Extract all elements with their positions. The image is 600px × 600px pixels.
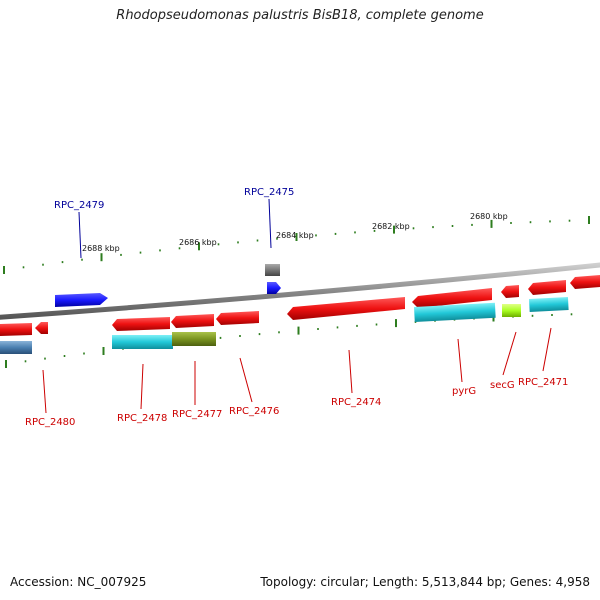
label-rpc-2475: RPC_2475 bbox=[244, 187, 294, 198]
genome-backbone bbox=[0, 262, 600, 320]
gene-edge-right[interactable] bbox=[570, 275, 600, 289]
accession-text: Accession: NC_007925 bbox=[10, 575, 147, 589]
feature-cyan-2471[interactable] bbox=[529, 296, 569, 312]
leader-rpc-2480 bbox=[42, 369, 47, 414]
gene-rpc-2480-a[interactable] bbox=[0, 323, 32, 336]
leader-secg bbox=[502, 331, 517, 376]
gene-rpc-2479[interactable] bbox=[55, 293, 108, 307]
leader-rpc-2476 bbox=[239, 357, 253, 403]
scale-label-2686: 2686 kbp bbox=[179, 238, 217, 247]
scale-label-2682: 2682 kbp bbox=[372, 222, 410, 231]
gene-pyrg[interactable] bbox=[412, 288, 492, 308]
scale-ticks-lower bbox=[5, 313, 573, 368]
feature-cyan-2478[interactable] bbox=[112, 335, 173, 349]
label-pyrg: pyrG bbox=[452, 386, 476, 397]
leader-rpc-2475 bbox=[268, 198, 272, 249]
gene-rpc-2478[interactable] bbox=[112, 317, 170, 331]
label-rpc-2477: RPC_2477 bbox=[172, 409, 222, 420]
gene-rpc-2472[interactable] bbox=[501, 285, 519, 298]
gene-rpc-2475[interactable] bbox=[267, 282, 281, 294]
leader-rpc-2479 bbox=[78, 211, 82, 259]
label-rpc-2474: RPC_2474 bbox=[331, 397, 381, 408]
label-rpc-2479: RPC_2479 bbox=[54, 200, 104, 211]
gene-rpc-2471[interactable] bbox=[528, 280, 566, 295]
label-rpc-2478: RPC_2478 bbox=[117, 413, 167, 424]
map-title: Rhodopseudomonas palustris BisB18, compl… bbox=[116, 8, 484, 23]
feature-olive-2477[interactable] bbox=[172, 332, 216, 346]
feature-gray[interactable] bbox=[265, 264, 280, 276]
gene-rpc-2480-b[interactable] bbox=[35, 322, 48, 334]
leader-rpc-2471 bbox=[542, 327, 552, 372]
genome-summary-text: Topology: circular; Length: 5,513,844 bp… bbox=[260, 575, 590, 589]
feature-lime-secg[interactable] bbox=[502, 304, 521, 317]
scale-label-2688: 2688 kbp bbox=[82, 244, 120, 253]
feature-steel[interactable] bbox=[0, 341, 32, 354]
gene-rpc-2474[interactable] bbox=[287, 297, 405, 320]
scale-label-2680: 2680 kbp bbox=[470, 212, 508, 221]
scale-ticks-upper bbox=[3, 216, 590, 274]
label-secg: secG bbox=[490, 380, 515, 391]
gene-rpc-2476[interactable] bbox=[216, 311, 259, 325]
label-rpc-2476: RPC_2476 bbox=[229, 406, 279, 417]
feature-cyan-pyrg[interactable] bbox=[414, 302, 496, 322]
scale-label-2684: 2684 kbp bbox=[276, 231, 314, 240]
gene-rpc-2477[interactable] bbox=[171, 314, 214, 328]
leader-rpc-2474 bbox=[348, 349, 353, 394]
label-rpc-2480: RPC_2480 bbox=[25, 417, 75, 428]
label-rpc-2471: RPC_2471 bbox=[518, 377, 568, 388]
leader-pyrg bbox=[457, 338, 463, 383]
leader-rpc-2478 bbox=[140, 363, 144, 410]
